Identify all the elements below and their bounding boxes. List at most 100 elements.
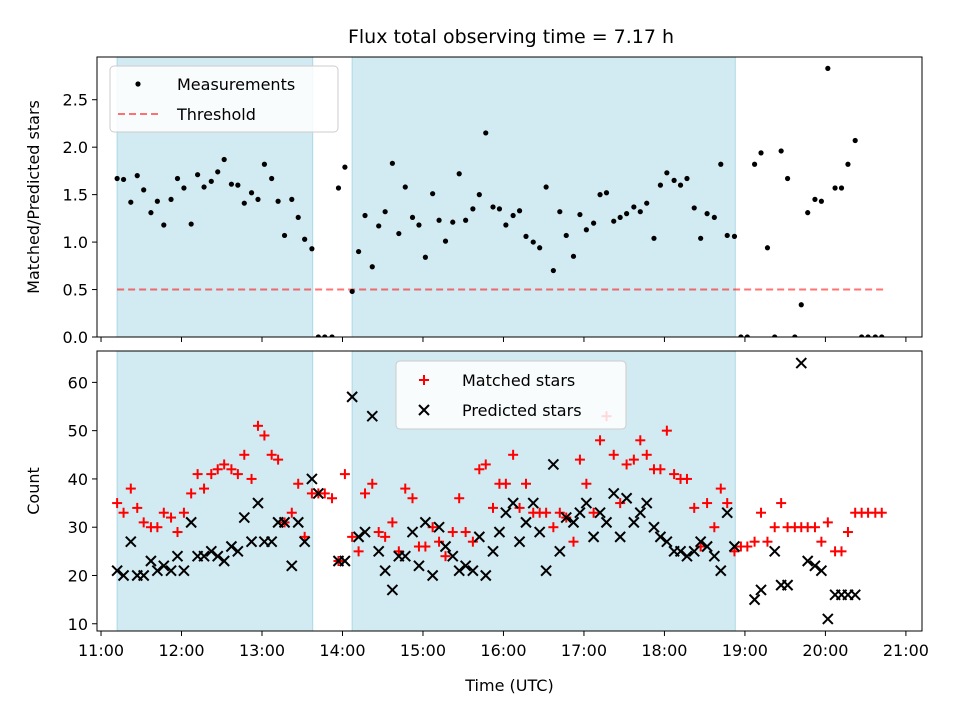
y-tick-label: 50	[68, 422, 88, 441]
predicted-star-point	[419, 516, 432, 529]
bottom-plot: 10 20 30 40 50 60 11:00 12:00 13:00 14:00 15:00 16:…	[24, 350, 929, 695]
matched-star-point	[293, 478, 304, 489]
x-tick-label: 17:00	[561, 641, 607, 660]
y-tick-label: 2.5	[63, 91, 88, 110]
predicted-star-point	[218, 555, 230, 567]
matched-star-point	[407, 493, 418, 504]
predicted-star-point	[298, 535, 311, 548]
legend-box	[109, 65, 339, 133]
predicted-star-point	[493, 526, 506, 538]
predicted-star-point	[413, 560, 425, 572]
matched-star-point	[669, 469, 680, 480]
predicted-star-point	[145, 555, 157, 567]
measurement-point	[396, 230, 402, 237]
measurement-point	[261, 161, 268, 167]
measurement-point	[872, 334, 878, 337]
measurement-point	[677, 182, 684, 188]
matched-star-point	[172, 527, 183, 538]
predicted-star-point	[252, 497, 264, 509]
measurement-point	[389, 160, 395, 166]
predicted-star-point	[151, 564, 164, 577]
matched-star-point	[112, 498, 123, 509]
measurement-point	[597, 192, 603, 198]
measurement-point	[496, 206, 503, 212]
matched-star-point	[206, 469, 217, 480]
measurement-point	[215, 169, 221, 175]
x-axis-label: Time (UTC)	[464, 676, 553, 695]
measurement-point	[161, 222, 167, 228]
y-axis-label: Matched/Predicted stars	[24, 100, 43, 294]
matched-star-point	[514, 502, 525, 513]
matched-star-point	[166, 512, 177, 523]
predicted-star-point	[185, 516, 197, 529]
measurement-point	[181, 185, 187, 191]
measurement-point	[838, 185, 845, 191]
measurement-point	[141, 187, 147, 193]
predicted-star-point	[815, 564, 828, 577]
measurement-point	[812, 196, 818, 202]
predicted-star-point	[467, 564, 479, 577]
axes-frame	[96, 56, 923, 338]
matched-star-point	[762, 536, 773, 547]
measurement-point	[664, 170, 670, 176]
measurement-point	[617, 214, 623, 221]
measurement-point	[269, 175, 275, 182]
x-tick-label: 13:00	[239, 641, 285, 660]
matched-star-point	[186, 488, 197, 499]
matched-star-point	[876, 507, 887, 518]
measurement-point	[704, 211, 710, 217]
measurement-point	[349, 288, 355, 295]
matched-star-point	[628, 454, 639, 465]
top-plot: 0.0 0.5 1.0 1.5 2.0 2.5 Matched/Predicted star…	[24, 56, 923, 347]
measurement-point	[248, 190, 255, 196]
legend-label-threshold: Threshold	[176, 105, 256, 124]
measurement-point	[684, 175, 690, 182]
matched-star-point	[353, 546, 364, 557]
matched-star-point	[360, 488, 371, 499]
matched-star-point	[327, 493, 338, 504]
predicted-star-point	[178, 564, 190, 577]
measurement-point	[557, 209, 563, 215]
measurement-point	[376, 223, 382, 229]
measurement-point	[859, 334, 865, 337]
legend-marker-measurements	[135, 81, 141, 87]
measurement-point	[731, 233, 738, 239]
measurement-point	[738, 334, 744, 337]
observing-interval	[116, 351, 314, 631]
predicted-star-point	[352, 531, 365, 543]
measurement-point	[503, 222, 509, 228]
predicted-star-point	[366, 410, 378, 422]
predicted-star-point	[238, 511, 250, 524]
matched-star-point	[635, 435, 646, 446]
measurement-point	[128, 199, 134, 205]
matched-star-point	[615, 498, 626, 509]
matched-star-point	[681, 473, 692, 484]
measurement-point	[483, 130, 489, 136]
measurement-point	[698, 235, 704, 241]
matched-star-point	[467, 536, 478, 547]
measurement-point	[624, 211, 630, 217]
predicted-star-point	[694, 535, 707, 548]
measurement-point	[470, 206, 476, 212]
predicted-star-point	[688, 545, 700, 558]
matched-star-point	[347, 531, 358, 542]
measurement-point	[342, 164, 348, 170]
y-axis-label: Count	[24, 467, 43, 515]
predicted-star-point	[500, 507, 512, 519]
predicted-star-point	[802, 555, 814, 567]
measurement-point	[228, 181, 235, 187]
x-tick-label: 11:00	[78, 641, 124, 660]
measurement-point	[221, 156, 227, 163]
measurement-point	[241, 200, 247, 206]
predicted-star-point	[587, 531, 600, 543]
measurement-point	[289, 196, 295, 202]
y-tick-label: 1.0	[63, 233, 88, 252]
measurement-point	[818, 198, 824, 204]
y-tick-label: 0.0	[63, 328, 88, 347]
matched-star-point	[722, 498, 733, 509]
matched-star-point	[480, 459, 491, 470]
matched-star-point	[756, 507, 767, 518]
x-tick-label: 15:00	[400, 641, 446, 660]
matched-star-point	[548, 522, 559, 533]
x-tick-label: 16:00	[480, 641, 526, 660]
